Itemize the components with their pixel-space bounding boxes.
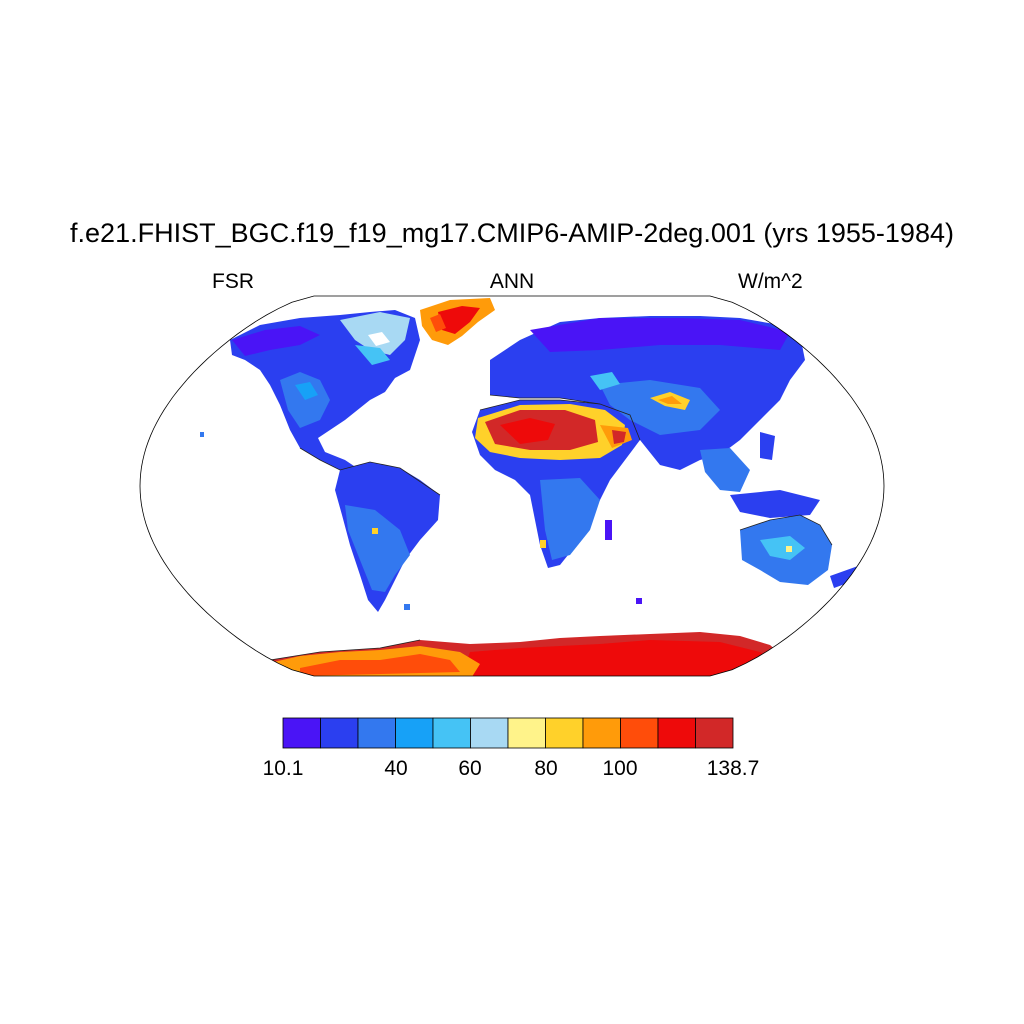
greenland-region: [420, 298, 495, 345]
colorbar-tick-label: 40: [384, 757, 408, 780]
australia-region: [636, 490, 858, 604]
units-label: W/m^2: [738, 270, 803, 293]
colorbar-box: [320, 717, 359, 749]
antarctica-red2: [460, 640, 790, 676]
antarctica-orange2: [300, 654, 460, 676]
colorbar-box: [582, 717, 621, 749]
variable-label: FSR: [212, 270, 254, 293]
colorbar-tick-label: 60: [458, 757, 482, 780]
eurasia-region: [490, 316, 805, 492]
colorbar-tick-label: 100: [602, 757, 638, 780]
colorbar-box: [545, 717, 584, 749]
north-america-region: [200, 310, 420, 470]
colorbar-tick-label: 138.7: [706, 757, 760, 780]
africa-region: [472, 400, 640, 568]
plot-title: f.e21.FHIST_BGC.f19_f19_mg17.CMIP6-AMIP-…: [70, 218, 954, 248]
colorbar-box: [507, 717, 546, 749]
colorbar-box: [357, 717, 396, 749]
map-boundary: [139, 295, 885, 677]
colorbar-box: [620, 717, 659, 749]
season-label: ANN: [489, 270, 535, 293]
colorbar-box: [470, 717, 509, 749]
colorbar-tick-label: 10.1: [262, 757, 304, 780]
colorbar-box: [695, 717, 734, 749]
colorbar-box: [282, 717, 321, 749]
colorbar-box: [395, 717, 434, 749]
colorbar-box: [432, 717, 471, 749]
antarctica-region: [260, 632, 790, 676]
colorbar-box: [657, 717, 696, 749]
coastlines: [269, 394, 833, 661]
colorbar-tick-label: 80: [534, 757, 558, 780]
south-america-region: [335, 462, 440, 612]
